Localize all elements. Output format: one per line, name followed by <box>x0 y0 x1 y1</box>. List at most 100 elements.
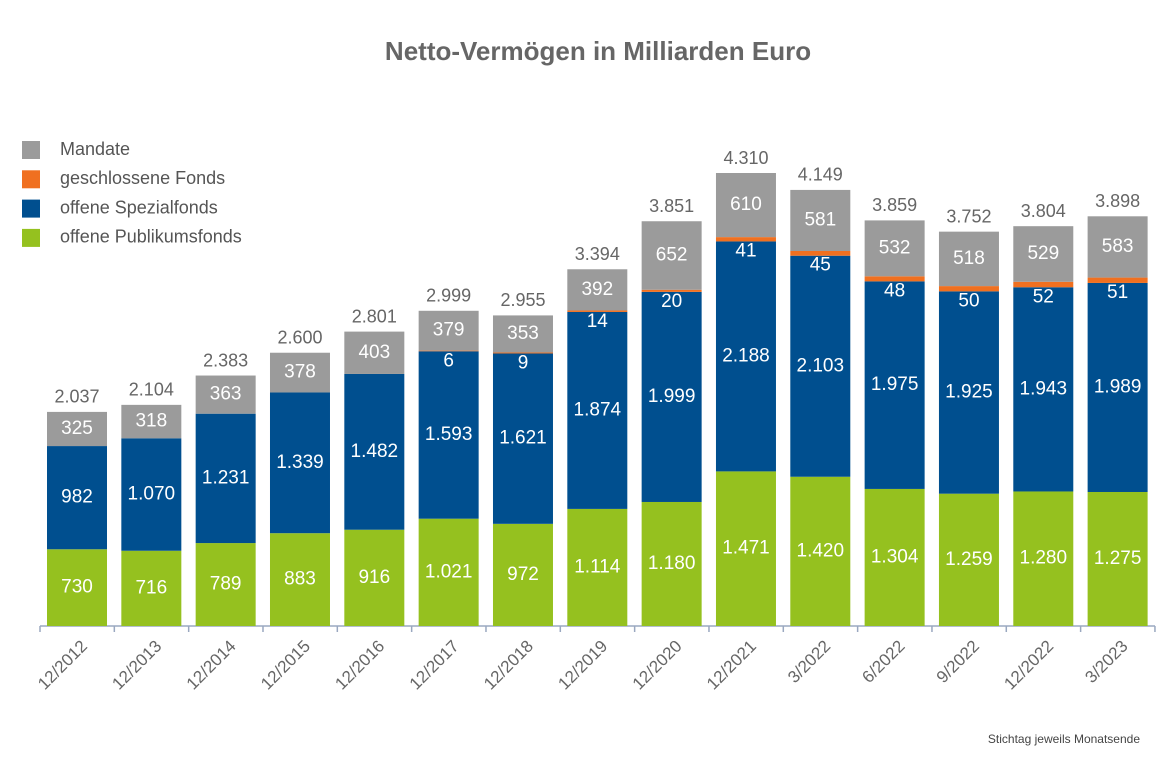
bar-segment <box>938 231 999 287</box>
x-tick-label: 6/2022 <box>858 637 908 687</box>
data-label: 883 <box>284 569 316 590</box>
bar-segment <box>121 404 182 439</box>
bar-segment <box>864 281 925 489</box>
bar-segment <box>1013 226 1074 282</box>
x-tick-label: 12/2019 <box>554 637 611 694</box>
bar-segment <box>492 523 553 626</box>
bar-segment <box>195 543 256 626</box>
bar-segment <box>121 550 182 626</box>
bar-segment <box>269 533 330 626</box>
data-label: 529 <box>1027 243 1059 264</box>
bar-segment <box>790 255 851 477</box>
total-label: 3.859 <box>872 195 917 215</box>
x-tick-label: 12/2018 <box>480 637 537 694</box>
total-label: 4.149 <box>798 165 843 185</box>
x-tick-label: 12/2020 <box>629 637 686 694</box>
bar-segment <box>641 221 702 290</box>
data-label: 45 <box>810 255 831 276</box>
total-label: 3.752 <box>946 206 991 226</box>
data-label: 532 <box>879 237 911 258</box>
data-label: 9 <box>518 352 529 373</box>
bar-segment <box>47 411 107 447</box>
total-label: 2.104 <box>129 380 174 400</box>
legend-label: offene Spezialfonds <box>60 197 218 217</box>
data-label: 379 <box>433 320 465 341</box>
note: Stichtag jeweils Monatsende <box>988 732 1140 746</box>
bar-segment <box>1013 287 1074 492</box>
data-label: 48 <box>884 280 905 301</box>
data-label: 1.180 <box>648 553 696 574</box>
data-label: 581 <box>804 209 836 230</box>
bar-segment <box>715 237 776 242</box>
bar-segment <box>47 446 107 550</box>
legend-swatch <box>22 228 40 247</box>
data-label: 1.943 <box>1020 378 1068 399</box>
bar-segment <box>344 529 405 626</box>
data-label: 1.989 <box>1094 376 1142 397</box>
bar-segment <box>864 276 925 282</box>
x-tick-label: 3/2022 <box>784 637 834 687</box>
legend-swatch <box>22 141 40 159</box>
bar-segment <box>344 331 405 374</box>
bar-segment <box>344 373 405 530</box>
bar-segment <box>1087 277 1148 283</box>
x-tick-label: 12/2014 <box>183 637 240 694</box>
data-label: 1.231 <box>202 467 250 488</box>
bar-segment <box>715 173 776 238</box>
bar-segment <box>864 220 925 277</box>
data-label: 2.188 <box>722 345 770 366</box>
bar-segment <box>418 518 479 626</box>
data-label: 2.103 <box>797 355 845 376</box>
data-label: 1.874 <box>574 399 622 420</box>
bar-segment <box>641 291 702 502</box>
bar-segment <box>641 501 702 626</box>
data-label: 1.339 <box>276 452 324 473</box>
bar-segment <box>790 189 851 251</box>
total-label: 2.999 <box>426 286 471 306</box>
total-label: 2.801 <box>352 306 397 326</box>
bar-segment <box>269 392 330 534</box>
bar-segment <box>418 351 479 519</box>
data-label: 1.114 <box>574 556 621 577</box>
bar-segment <box>567 311 628 509</box>
bar-segment <box>492 353 553 524</box>
total-label: 2.383 <box>203 350 248 370</box>
bar-segment <box>567 508 628 626</box>
data-label: 1.482 <box>351 441 399 462</box>
x-tick-label: 3/2023 <box>1081 637 1131 687</box>
total-label: 2.955 <box>500 290 545 310</box>
data-label: 378 <box>284 362 316 383</box>
bar-segment <box>121 438 182 551</box>
data-label: 716 <box>135 577 167 598</box>
bar-segment <box>1013 491 1074 626</box>
data-label: 1.925 <box>945 382 993 403</box>
bar-segment <box>567 310 628 312</box>
bar-segment <box>715 471 776 626</box>
x-tick-label: 12/2021 <box>703 637 760 694</box>
data-label: 20 <box>661 291 682 312</box>
data-label: 789 <box>210 574 242 595</box>
data-label: 652 <box>656 245 688 266</box>
data-label: 363 <box>210 384 242 405</box>
data-label: 52 <box>1033 286 1054 307</box>
data-label: 325 <box>61 418 93 439</box>
bar-segment <box>492 315 553 353</box>
data-label: 518 <box>953 248 985 269</box>
data-label: 916 <box>358 567 390 588</box>
data-label: 353 <box>507 323 539 344</box>
data-label: 1.975 <box>871 374 919 395</box>
total-label: 3.898 <box>1095 191 1140 211</box>
bar-segment <box>269 352 330 393</box>
legend-label: Mandate <box>60 139 130 159</box>
bar-segment <box>938 493 999 626</box>
data-label: 1.021 <box>425 561 473 582</box>
data-label: 50 <box>958 290 979 311</box>
bar-segment <box>864 488 925 626</box>
x-tick-label: 12/2017 <box>406 637 463 694</box>
total-label: 3.851 <box>649 196 694 216</box>
legend-label: geschlossene Fonds <box>60 168 225 188</box>
data-label: 1.471 <box>722 538 770 559</box>
data-label: 1.280 <box>1020 548 1068 569</box>
data-label: 403 <box>358 342 390 363</box>
data-label: 6 <box>443 350 454 371</box>
